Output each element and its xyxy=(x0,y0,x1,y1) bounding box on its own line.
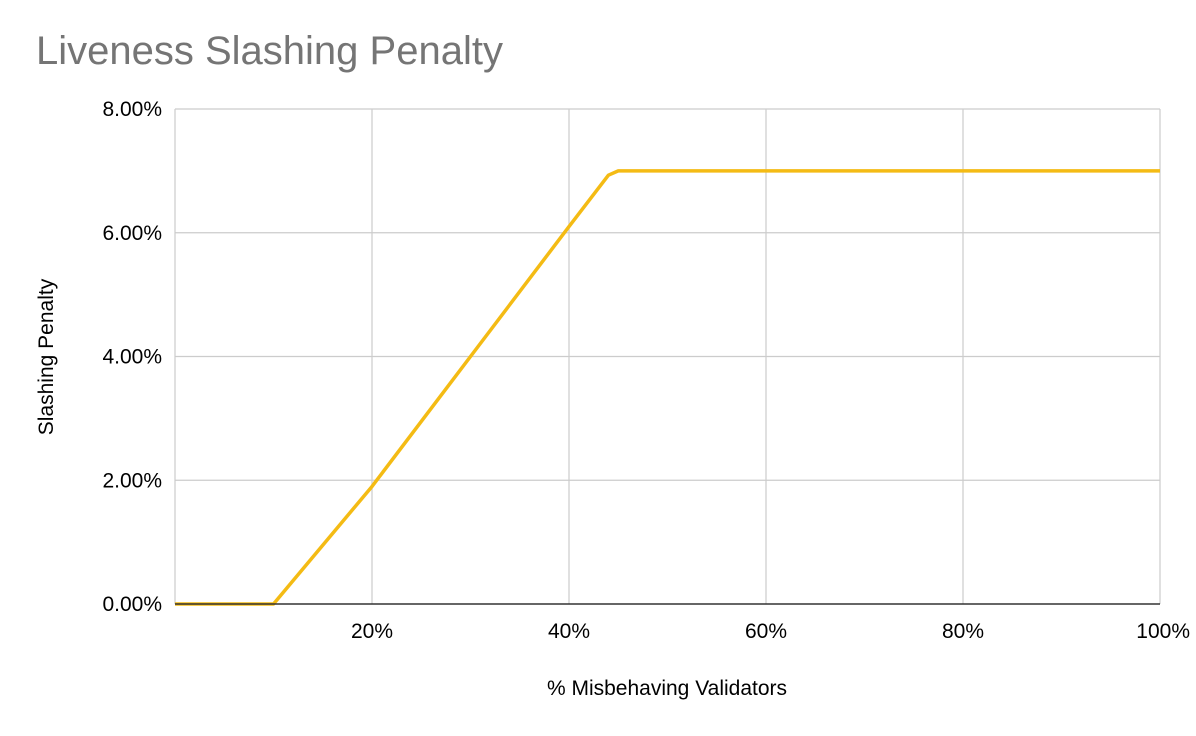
y-tick-label: 4.00% xyxy=(102,346,162,369)
y-tick-label: 2.00% xyxy=(102,469,162,492)
grid xyxy=(174,108,1161,604)
x-tick-label: 100% xyxy=(1136,620,1190,643)
x-tick-label: 40% xyxy=(548,620,590,643)
y-tick-label: 8.00% xyxy=(102,98,162,121)
x-tick-label: 20% xyxy=(351,620,393,643)
x-tick-label: 80% xyxy=(942,620,984,643)
x-tick-label: 60% xyxy=(745,620,787,643)
chart-title: Liveness Slashing Penalty xyxy=(36,29,503,73)
series-layer xyxy=(175,169,1160,606)
y-tick-label: 6.00% xyxy=(102,222,162,245)
y-axis-title: Slashing Penalty xyxy=(35,278,58,435)
x-axis-title: % Misbehaving Validators xyxy=(547,677,787,700)
series-line xyxy=(175,169,1160,606)
y-tick-label: 0.00% xyxy=(102,593,162,616)
tick-labels: 0.00% 2.00% 4.00% 6.00% 8.00% 20% 40% 60% 80% 100… xyxy=(102,98,1190,643)
